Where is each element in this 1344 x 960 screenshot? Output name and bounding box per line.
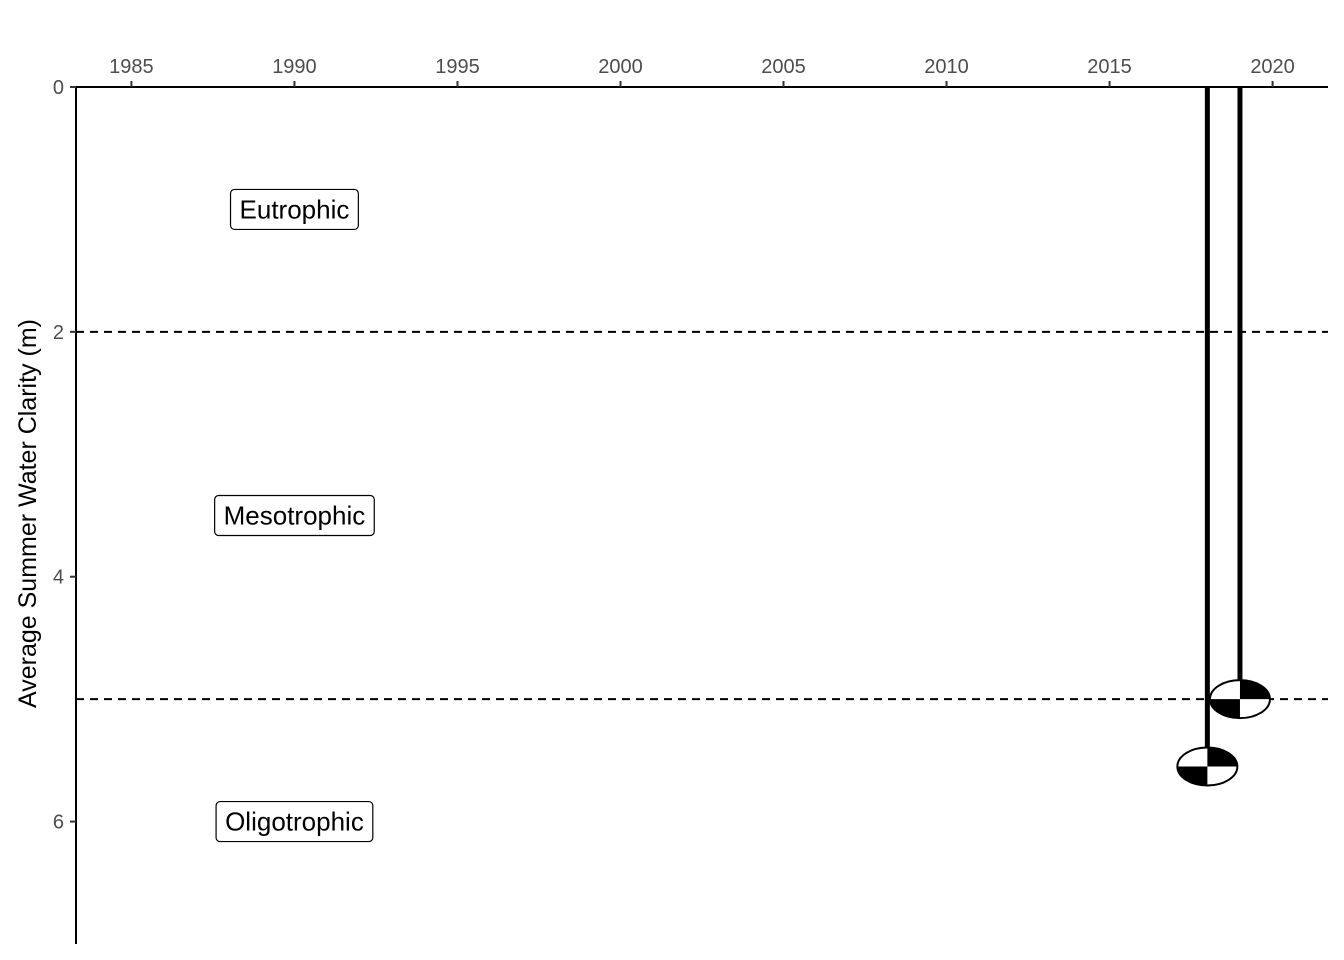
zone-label-text: Mesotrophic [224, 501, 366, 531]
zone-label-mesotrophic: Mesotrophic [214, 494, 375, 537]
zone-label-text: Oligotrophic [225, 807, 364, 837]
x-axis: 1985 1990 1995 2000 2005 2010 2015 2020 [76, 56, 1328, 88]
x-tick-label: 2015 [1087, 56, 1132, 78]
zone-label-oligotrophic: Oligotrophic [215, 800, 374, 843]
secchi-quadrant [1209, 699, 1240, 719]
zone-label-box [215, 800, 374, 843]
zone-label-box [214, 494, 375, 537]
y-axis: 0 2 4 6 [53, 77, 77, 944]
y-tick-label: 6 [53, 812, 64, 834]
reference-lines [76, 330, 1328, 701]
x-tick-label: 1990 [272, 56, 317, 78]
zone-label-box [229, 188, 359, 231]
x-tick-label: 2005 [761, 56, 806, 78]
secchi-quadrant [1207, 747, 1238, 767]
x-tick-label: 2000 [598, 56, 643, 78]
x-tick-label: 1995 [435, 56, 480, 78]
x-tick-label: 2010 [924, 56, 969, 78]
zone-label-text: Eutrophic [240, 194, 350, 224]
data-points [1176, 87, 1271, 787]
secchi-disk-point [1176, 87, 1239, 787]
zone-label-eutrophic: Eutrophic [229, 188, 359, 231]
y-axis-title: Average Summer Water Clarity (m) [14, 319, 42, 708]
secchi-disk-point [1208, 87, 1271, 720]
zone-labels: Eutrophic Mesotrophic Oligotrophic [214, 188, 375, 843]
x-tick-label: 1985 [109, 56, 154, 78]
y-tick-label: 4 [53, 567, 64, 589]
y-tick-label: 0 [53, 77, 64, 99]
y-tick-label: 2 [53, 322, 64, 344]
secchi-quadrant [1239, 680, 1270, 700]
secchi-quadrant [1177, 766, 1208, 786]
x-tick-label: 2020 [1250, 56, 1295, 78]
